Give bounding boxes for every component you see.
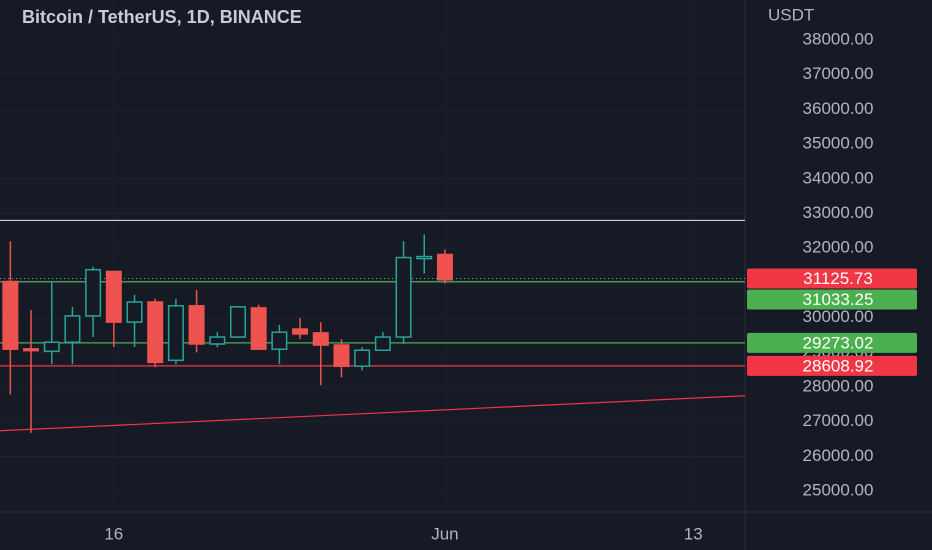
y-tick-label: 26000.00 <box>803 446 874 465</box>
candle-body <box>395 256 412 338</box>
candle-body <box>292 328 309 335</box>
candle-body <box>436 253 453 281</box>
price-tag-label: 29273.02 <box>803 333 874 352</box>
candle-body <box>147 301 164 364</box>
price-tag-label: 28608.92 <box>803 356 874 375</box>
candle-body <box>229 306 246 338</box>
candle-body <box>209 336 226 345</box>
y-tick-label: 27000.00 <box>803 411 874 430</box>
candle-body <box>312 332 329 346</box>
y-tick-label: 33000.00 <box>803 203 874 222</box>
price-tag-label: 31125.73 <box>803 269 873 288</box>
price-tag <box>747 355 917 376</box>
candle-body <box>126 301 143 323</box>
y-tick-label: 25000.00 <box>803 481 874 500</box>
y-tick-label: 32000.00 <box>803 238 874 257</box>
y-axis-label: USDT <box>768 5 814 24</box>
y-tick-label: 38000.00 <box>803 29 874 48</box>
x-tick-label: Jun <box>431 524 458 543</box>
candle-body <box>167 305 184 362</box>
candle-body <box>105 270 122 323</box>
candle-body <box>416 255 433 260</box>
y-tick-label: 34000.00 <box>803 168 874 187</box>
candle-body <box>188 305 205 345</box>
candle-body <box>64 315 81 344</box>
y-tick-label: 37000.00 <box>803 64 874 83</box>
trendline <box>0 395 746 432</box>
candle-body <box>2 280 19 350</box>
y-tick-label: 28000.00 <box>803 377 874 396</box>
candle-body <box>333 344 350 367</box>
candle-body <box>85 268 102 317</box>
y-tick-label: 35000.00 <box>803 134 874 153</box>
candle-body <box>354 349 371 367</box>
y-tick-label: 30000.00 <box>803 307 874 326</box>
price-tag <box>747 268 917 289</box>
price-tag-label: 31033.25 <box>803 290 874 309</box>
candle-body <box>23 348 40 352</box>
price-tag <box>747 289 917 310</box>
x-tick-label: 16 <box>104 524 123 543</box>
y-tick-label: 36000.00 <box>803 99 874 118</box>
candle-body <box>43 341 60 353</box>
x-tick-label: 13 <box>684 524 703 543</box>
chart-title: Bitcoin / TetherUS, 1D, BINANCE <box>22 7 302 27</box>
candle-body <box>374 336 391 351</box>
price-tag <box>747 332 917 353</box>
candle-body <box>271 331 288 350</box>
candle-body <box>250 307 267 350</box>
